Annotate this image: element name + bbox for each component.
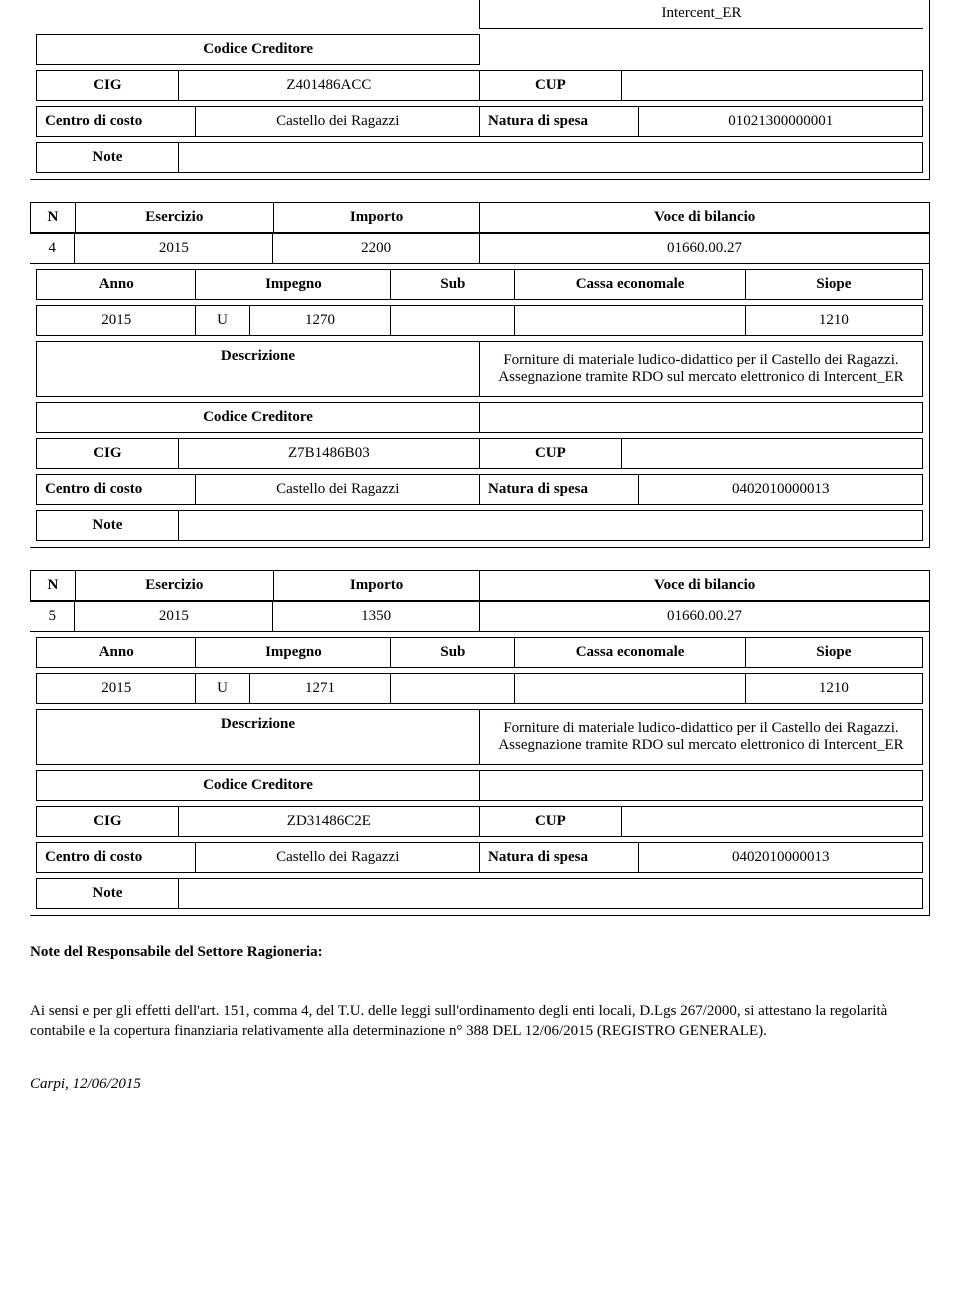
block5-mainrow: 5 2015 1350 01660.00.27: [30, 601, 929, 632]
b4-centro-label: Centro di costo: [37, 475, 196, 505]
top-row-codcred: Codice Creditore: [36, 34, 923, 65]
b5-voce: 01660.00.27: [479, 602, 929, 632]
hdr-n: N: [31, 203, 76, 233]
centro-label: Centro di costo: [37, 107, 196, 137]
b4-natura-label: Natura di spesa: [479, 475, 638, 505]
b4-codcred: Codice Creditore: [36, 402, 923, 433]
b4-subrow: 2015 U 1270 1210: [36, 305, 923, 336]
b5-hdr-anno: Anno: [37, 638, 196, 668]
b4-voce: 01660.00.27: [479, 234, 929, 264]
b4-esercizio: 2015: [75, 234, 273, 264]
b5-cig-label: CIG: [37, 807, 179, 837]
centro-value: Castello dei Ragazzi: [196, 107, 480, 137]
b5-cig: CIG ZD31486C2E CUP: [36, 806, 923, 837]
block5-head: N Esercizio Importo Voce di bilancio: [30, 570, 930, 601]
b5-note: Note: [36, 878, 923, 909]
notes-title: Note del Responsabile del Settore Ragion…: [30, 944, 323, 960]
b4-natura-val: 0402010000013: [639, 475, 923, 505]
b4-importo: 2200: [273, 234, 480, 264]
hdr-siope: Siope: [745, 270, 922, 300]
cup-label: CUP: [479, 71, 621, 101]
hdr-cassa: Cassa economale: [515, 270, 745, 300]
b4-subhdr: Anno Impegno Sub Cassa economale Siope: [36, 269, 923, 300]
b4-n: 4: [30, 234, 75, 264]
b5-esercizio: 2015: [75, 602, 273, 632]
b5-centro-val: Castello dei Ragazzi: [196, 843, 480, 873]
b5-centro: Centro di costo Castello dei Ragazzi Nat…: [36, 842, 923, 873]
top-row-intercent: Intercent_ER: [36, 0, 923, 29]
b5-hdr-impegno: Impegno: [196, 638, 391, 668]
b4-cig-val: Z7B1486B03: [178, 439, 479, 469]
b5-anno: 2015: [37, 674, 196, 704]
block5-outer: 5 2015 1350 01660.00.27 Anno Impegno Sub…: [30, 600, 930, 916]
b5-subhdr: Anno Impegno Sub Cassa economale Siope: [36, 637, 923, 668]
top-partial-block: Intercent_ER Codice Creditore CIG Z40148…: [30, 0, 930, 180]
block4-mainrow: 4 2015 2200 01660.00.27: [30, 233, 929, 264]
top-row-centro: Centro di costo Castello dei Ragazzi Nat…: [36, 106, 923, 137]
b4-descr-val: Forniture di materiale ludico-didattico …: [480, 342, 923, 397]
b5-centro-label: Centro di costo: [37, 843, 196, 873]
codice-creditore-label: Codice Creditore: [37, 35, 480, 65]
b5-codcred: Codice Creditore: [36, 770, 923, 801]
b4-codcred-label: Codice Creditore: [37, 403, 480, 433]
b5-note-label: Note: [37, 879, 179, 909]
b5-descr-label: Descrizione: [37, 710, 480, 765]
b4-centro-val: Castello dei Ragazzi: [196, 475, 480, 505]
b4-cup-label: CUP: [479, 439, 621, 469]
b5-descr: Descrizione Forniture di materiale ludic…: [36, 709, 923, 765]
b5-impegno: 1271: [249, 674, 391, 704]
b5-importo: 1350: [273, 602, 480, 632]
cig-label: CIG: [37, 71, 179, 101]
cig-value: Z401486ACC: [178, 71, 479, 101]
block4-head: N Esercizio Importo Voce di bilancio: [30, 202, 930, 233]
b5-cig-val: ZD31486C2E: [178, 807, 479, 837]
hdr-voce: Voce di bilancio: [480, 203, 930, 233]
hdr-sub: Sub: [391, 270, 515, 300]
hdr-importo-5: Importo: [273, 571, 480, 601]
hdr-descr: Descrizione: [37, 342, 480, 397]
b5-hdr-cassa: Cassa economale: [515, 638, 745, 668]
b4-anno: 2015: [37, 306, 196, 336]
b5-impu: U: [196, 674, 249, 704]
natura-label: Natura di spesa: [479, 107, 638, 137]
b5-hdr-sub: Sub: [391, 638, 515, 668]
b5-descr-val: Forniture di materiale ludico-didattico …: [480, 710, 923, 765]
b4-note-label: Note: [37, 511, 179, 541]
b5-siope: 1210: [745, 674, 922, 704]
b5-subrow: 2015 U 1271 1210: [36, 673, 923, 704]
block4-outer: 4 2015 2200 01660.00.27 Anno Impegno Sub…: [30, 232, 930, 548]
b4-cig-label: CIG: [37, 439, 179, 469]
top-row-note: Note: [36, 142, 923, 173]
b4-siope: 1210: [745, 306, 922, 336]
b5-n: 5: [30, 602, 75, 632]
b5-codcred-label: Codice Creditore: [37, 771, 480, 801]
b5-natura-label: Natura di spesa: [479, 843, 638, 873]
hdr-importo: Importo: [273, 203, 480, 233]
b5-natura-val: 0402010000013: [639, 843, 923, 873]
note-label: Note: [37, 143, 179, 173]
hdr-impegno: Impegno: [196, 270, 391, 300]
b4-note: Note: [36, 510, 923, 541]
b4-centro: Centro di costo Castello dei Ragazzi Nat…: [36, 474, 923, 505]
hdr-esercizio-5: Esercizio: [75, 571, 273, 601]
notes-responsabile: Note del Responsabile del Settore Ragion…: [30, 944, 930, 961]
hdr-anno: Anno: [37, 270, 196, 300]
footer-text: Ai sensi e per gli effetti dell'art. 151…: [30, 1001, 930, 1042]
b5-cup-label: CUP: [479, 807, 621, 837]
b4-impu: U: [196, 306, 249, 336]
top-row-cig: CIG Z401486ACC CUP: [36, 70, 923, 101]
natura-value: 01021300000001: [639, 107, 923, 137]
b4-descr: Descrizione Forniture di materiale ludic…: [36, 341, 923, 397]
intercent-cell: Intercent_ER: [480, 0, 924, 29]
b5-hdr-siope: Siope: [745, 638, 922, 668]
hdr-n-5: N: [31, 571, 76, 601]
hdr-voce-5: Voce di bilancio: [480, 571, 930, 601]
b4-cig: CIG Z7B1486B03 CUP: [36, 438, 923, 469]
carpi-date: Carpi, 12/06/2015: [30, 1076, 930, 1093]
b4-impegno: 1270: [249, 306, 391, 336]
hdr-esercizio: Esercizio: [75, 203, 273, 233]
